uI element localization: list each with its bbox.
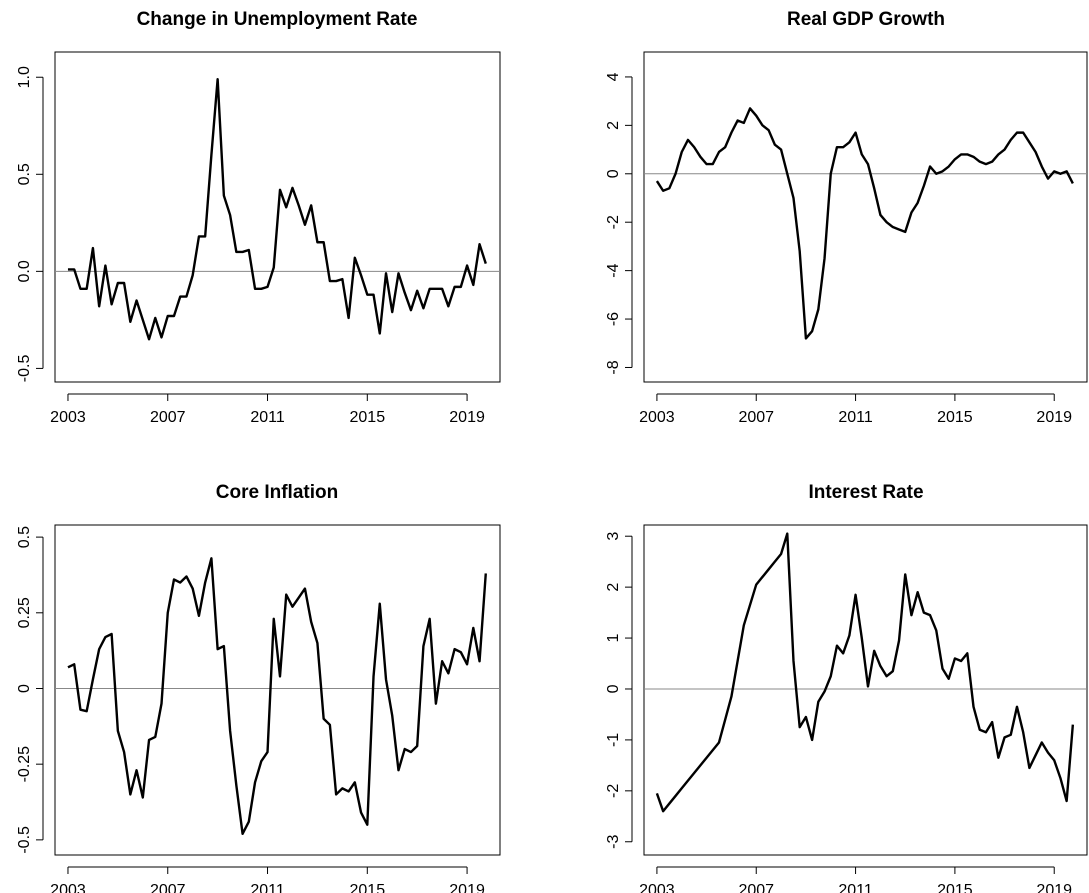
y-tick-label: 3	[605, 532, 622, 541]
x-tick-label: 2011	[250, 409, 285, 426]
plot-box	[643, 524, 1088, 856]
y-tick-label: -4	[605, 263, 622, 277]
plot-box	[54, 51, 501, 383]
x-tick-label: 2011	[838, 409, 873, 426]
x-tick-label: 2015	[350, 882, 386, 893]
y-tick-label: 0.5	[16, 526, 33, 548]
x-tick-label: 2003	[639, 882, 675, 893]
y-tick-label: 0	[605, 169, 622, 178]
x-tick-label: 2015	[350, 409, 386, 426]
panel: Core Inflation -0.5 -0.25 0 0.25 0.5 2003 2007 2…	[16, 482, 501, 893]
x-tick-label: 2015	[937, 882, 973, 893]
x-tick-label: 2003	[50, 409, 86, 426]
chart-title: Core Inflation	[216, 482, 338, 503]
data-line	[67, 557, 487, 836]
y-tick-label: -2	[605, 215, 622, 229]
y-tick-label: -8	[605, 360, 622, 374]
y-tick-label: 0	[605, 684, 622, 693]
panel: Change in Unemployment Rate -0.5 0.0 0.5 1.0…	[16, 9, 501, 426]
y-tick-label: -2	[605, 784, 622, 798]
y-tick-label: 2	[605, 583, 622, 592]
y-tick-label: -3	[605, 835, 622, 849]
y-tick-label: -6	[605, 312, 622, 326]
y-tick-label: 4	[605, 72, 622, 81]
x-tick-label: 2007	[738, 409, 774, 426]
y-tick-label: 0	[16, 684, 33, 693]
y-tick-label: 0.0	[16, 260, 33, 282]
chart-title: Real GDP Growth	[787, 9, 945, 30]
x-tick-label: 2007	[150, 409, 186, 426]
y-tick-label: 0.25	[16, 597, 33, 628]
x-tick-label: 2011	[250, 882, 285, 893]
x-tick-label: 2007	[738, 882, 774, 893]
chart-title: Interest Rate	[808, 482, 923, 503]
y-tick-label: 0.5	[16, 163, 33, 185]
y-tick-label: 1	[605, 634, 622, 643]
y-tick-label: -0.5	[16, 826, 33, 854]
data-line	[67, 77, 487, 341]
x-tick-label: 2007	[150, 882, 186, 893]
panel: Interest Rate -3 -2 -1 0 1 2 3 2003 2007 2011 2015 2…	[605, 482, 1088, 893]
y-tick-label: -0.25	[16, 746, 33, 783]
y-tick-label: -1	[605, 733, 622, 747]
chart-title: Change in Unemployment Rate	[137, 9, 418, 30]
y-tick-label: 1.0	[16, 66, 33, 88]
data-line	[655, 532, 1075, 813]
x-tick-label: 2003	[639, 409, 675, 426]
x-tick-label: 2015	[937, 409, 973, 426]
x-tick-label: 2003	[50, 882, 86, 893]
data-line	[655, 107, 1074, 340]
panel: Real GDP Growth -8 -6 -4 -2 0 2 4 2003 2007 2011 20…	[605, 9, 1088, 426]
x-tick-label: 2019	[449, 409, 485, 426]
x-tick-label: 2019	[1036, 409, 1072, 426]
x-tick-label: 2019	[1036, 882, 1072, 893]
x-tick-label: 2011	[838, 882, 873, 893]
plot-box	[54, 524, 501, 856]
y-tick-label: 2	[605, 121, 622, 130]
plot-box	[643, 51, 1088, 383]
y-tick-label: -0.5	[16, 355, 33, 383]
x-tick-label: 2019	[449, 882, 485, 893]
